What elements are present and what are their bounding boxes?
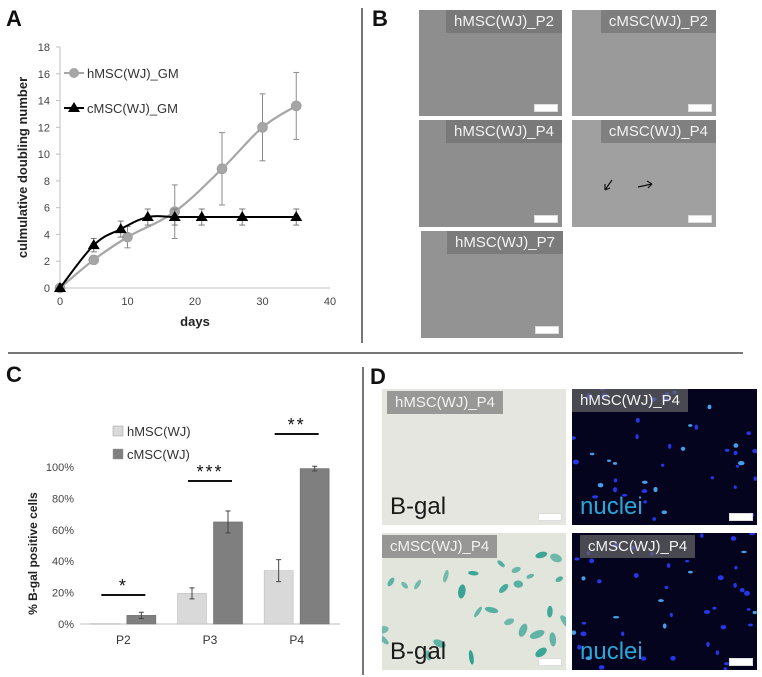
x-axis-title: days [180,314,210,329]
y-tick-label: 16 [38,69,50,81]
significance-stars: * [119,576,128,596]
y-tick-label: 100% [46,462,74,474]
significance-stars: ** [288,415,306,435]
data-point [257,122,268,133]
micrograph-hmsc-p7: hMSC(WJ)_P7 [421,231,563,338]
scale-bar [729,658,753,666]
y-tick-label: 18 [38,42,50,54]
y-tick-label: 10 [38,149,50,161]
bar-group-P4 [263,465,330,625]
y-tick-label: 4 [44,229,50,241]
series-cMSC(WJ)_GM [54,208,303,292]
micrograph-label: cMSC(WJ)_P4 [382,535,498,558]
nuclei-stain-cmsc-p4: cMSC(WJ)_P4 nuclei [572,533,757,670]
series-hMSC(WJ)_GM [54,71,302,294]
data-point [168,211,181,222]
micrograph-label: hMSC(WJ)_P7 [446,231,563,254]
scale-bar [534,104,558,112]
y-tick-label: 12 [38,122,50,134]
micrograph-label: cMSC(WJ)_P4 [600,120,716,143]
y-tick-label: 0% [58,619,74,631]
data-point [141,211,154,222]
y-axis-title: % B-gal positive cells [26,492,40,615]
data-point [122,231,133,243]
x-tick-label: 30 [256,296,268,308]
micrograph-label: cMSC(WJ)_P4 [580,535,696,558]
legend-label: hMSC(WJ)_GM [87,66,179,81]
data-point [236,211,249,222]
panel-c-label: C [6,362,22,387]
scale-bar [538,658,562,666]
x-tick-label: 40 [324,296,336,308]
data-point [195,211,208,222]
data-point [290,211,303,222]
x-tick-label: P3 [203,633,218,647]
micrograph-label: hMSC(WJ)_P4 [387,391,504,414]
bgal-stain-hmsc-p4: hMSC(WJ)_P4 B-gal [382,389,566,525]
nuclei-stain-hmsc-p4: hMSC(WJ)_P4 nuclei [572,389,757,525]
y-axis-title: culmulative doubling number [15,77,30,258]
panel-b-label: B [372,6,388,31]
bgal-stain-cmsc-p4: cMSC(WJ)_P4 B-gal [382,533,566,670]
y-tick-label: 8 [44,176,50,188]
bar-group-P2 [90,611,157,625]
x-tick-label: P4 [289,633,304,647]
y-tick-label: 60% [52,525,74,537]
x-tick-label: 20 [189,296,201,308]
micrograph-cmsc-p2: cMSC(WJ)_P2 [572,10,716,116]
y-tick-label: 14 [38,96,50,108]
y-tick-label: 80% [52,493,74,505]
micrograph-label: hMSC(WJ)_P4 [572,389,689,412]
data-point [54,282,66,292]
x-tick-label: 10 [121,296,133,308]
legend: hMSC(WJ)_GM cMSC(WJ)_GM [64,66,179,116]
scale-bar [534,215,558,223]
panel-a-line-chart: 0 2 4 6 8 10 12 14 16 18 0 10 20 30 40 days culmulative … [15,42,336,329]
y-tick-label: 40% [52,556,74,568]
stain-label: B-gal [390,638,447,665]
micrograph-cmsc-p4: cMSC(WJ)_P4 [572,120,716,227]
y-tick-label: 6 [44,203,50,215]
scale-bar [688,104,712,112]
micrograph-label: cMSC(WJ)_P2 [600,10,716,33]
data-point [114,223,127,234]
micrograph-label: hMSC(WJ)_P2 [445,10,562,33]
legend-label: cMSC(WJ)_GM [87,101,178,116]
panel-a-label: A [6,6,22,31]
micrograph-label: hMSC(WJ)_P4 [445,120,562,143]
stain-label: nuclei [580,638,643,665]
x-tick-label: P2 [116,633,131,647]
y-tick-label: 20% [52,588,74,600]
y-tick-label: 0 [44,283,50,295]
scale-bar [729,513,753,521]
data-point [216,163,228,175]
arrow-icons [604,179,653,191]
significance-stars: *** [196,462,223,482]
legend-label: cMSC(WJ) [127,447,190,462]
legend: hMSC(WJ) cMSC(WJ) [112,424,191,462]
data-point [87,239,100,250]
data-point [290,100,302,112]
stain-label: B-gal [390,493,447,520]
vertical-divider-bottom [362,367,364,675]
micrograph-hmsc-p4: hMSC(WJ)_P4 [419,120,562,227]
micrograph-hmsc-p2: hMSC(WJ)_P2 [419,10,562,116]
scale-bar [688,215,712,223]
horizontal-divider [8,352,743,354]
legend-label: hMSC(WJ) [127,424,191,439]
bar [90,623,121,625]
panel-d-label: D [370,364,386,389]
vertical-divider-top [361,8,363,343]
y-tick-label: 2 [44,256,50,268]
panel-c-bar-chart: 0% 20% 40% 60% 80% 100% % B-gal positive cells… [26,415,340,647]
bar [213,521,243,625]
bar-group-P3 [177,510,243,625]
scale-bar [538,513,562,521]
scale-bar [535,326,559,334]
bar [299,468,330,625]
x-tick-label: 0 [57,296,63,308]
data-point [88,254,100,266]
stain-label: nuclei [580,493,643,520]
